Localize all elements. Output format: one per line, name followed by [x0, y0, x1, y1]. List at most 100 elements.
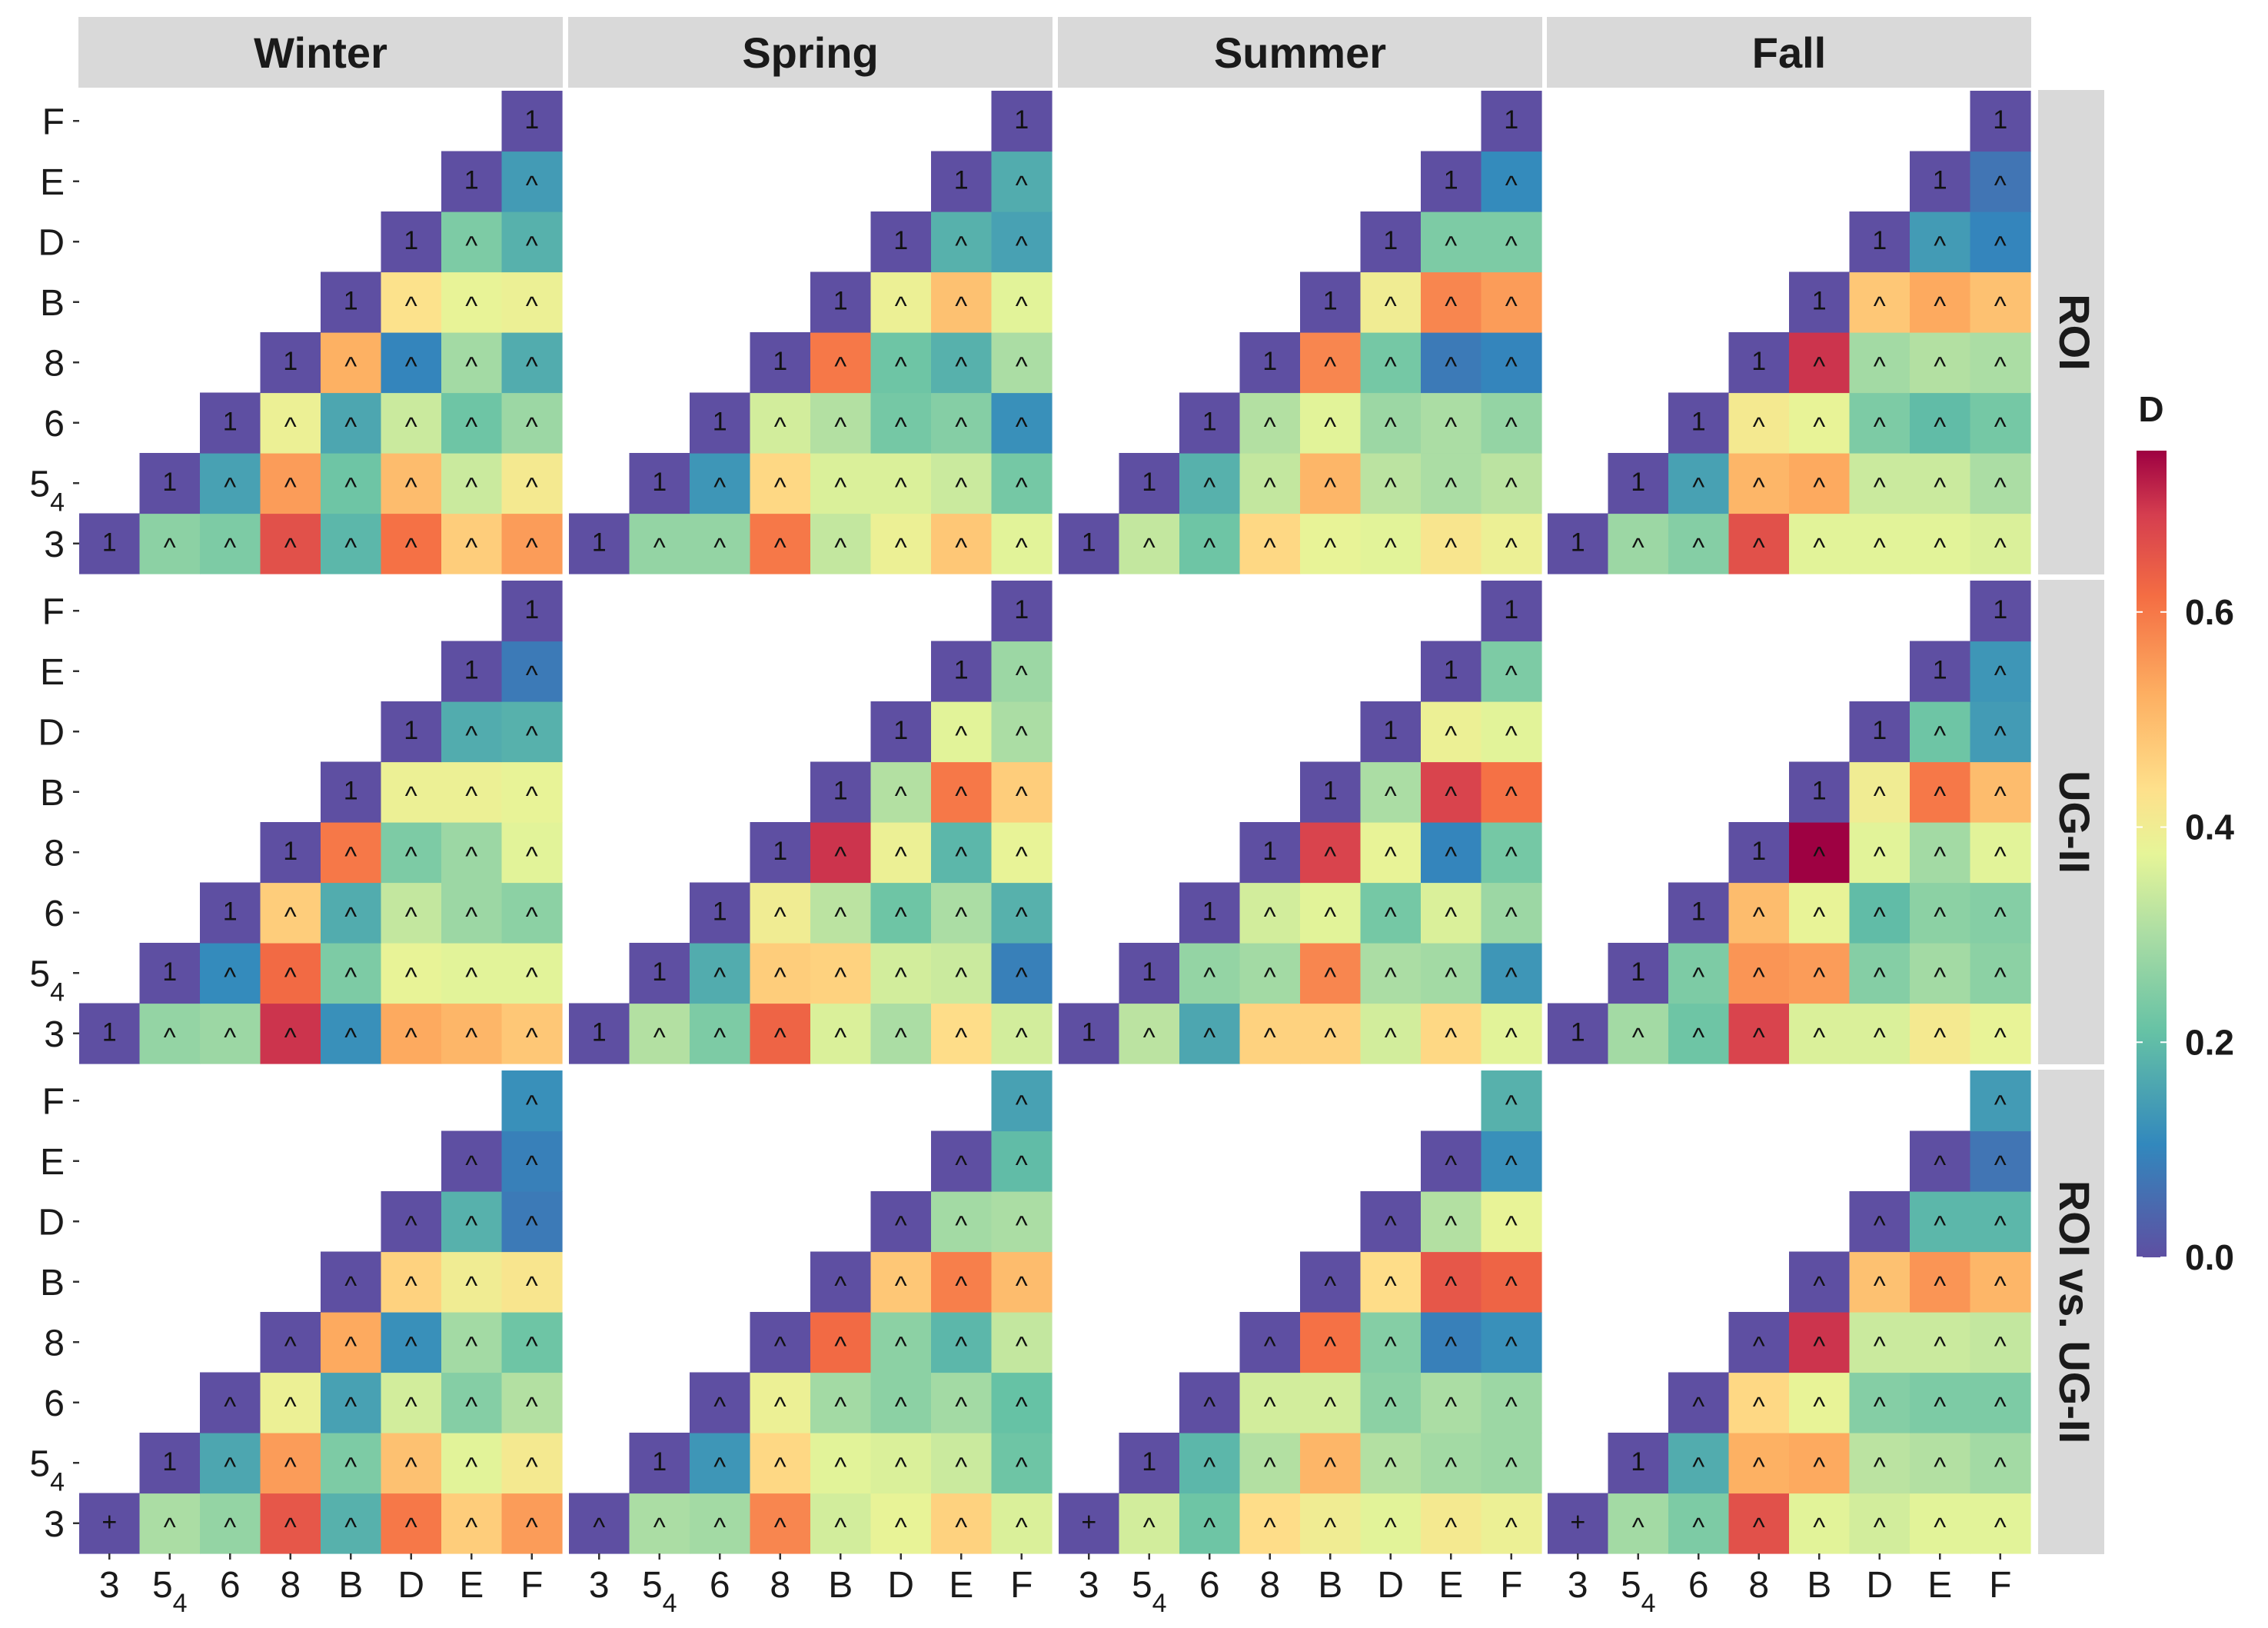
heatmap-cell	[321, 453, 382, 514]
heatmap-cell	[501, 1003, 563, 1064]
cell-label: ^	[1324, 1024, 1336, 1053]
heatmap-cell	[441, 1130, 503, 1192]
y-tick-label: D	[38, 222, 65, 263]
cell-label: ^	[1692, 963, 1704, 992]
cell-label: 1	[102, 1018, 117, 1047]
cell-label: ^	[834, 842, 846, 871]
heatmap-cell	[1548, 513, 1609, 574]
heatmap-cell	[1300, 882, 1362, 944]
cell-label: ^	[1874, 1024, 1886, 1053]
cell-label: ^	[1505, 473, 1518, 502]
cell-label: 1	[1812, 287, 1827, 316]
cell-label: ^	[224, 1453, 236, 1482]
heatmap-cell	[870, 1191, 932, 1253]
cell-label: 1	[1323, 777, 1338, 806]
cell-label: ^	[465, 1332, 477, 1361]
heatmap-cell	[1548, 1493, 1609, 1554]
y-tick-label: B	[40, 1263, 65, 1303]
heatmap-cell	[1360, 1312, 1422, 1373]
cell-label: ^	[1445, 473, 1457, 502]
heatmap-cell	[1300, 453, 1362, 514]
heatmap-cell	[931, 453, 993, 514]
heatmap-panels: 1 ^ ^ ^ ^ ^ ^ ^ 1 ^ ^ ^ ^ ^ ^ 1 ^ ^ ^ ^ ^ 1 ^ ^ ^ ^ 1 ^ ^ ^ 1 ^ ^ 1 ^ 1 1 ^ ^ ^…	[79, 91, 2031, 1554]
heatmap-cell	[441, 882, 503, 944]
heatmap-cell	[79, 513, 141, 574]
cell-label: ^	[774, 473, 786, 502]
heatmap-cell	[1970, 1372, 2031, 1433]
cell-label: ^	[224, 1024, 236, 1053]
cell-label: 1	[1142, 468, 1156, 497]
legend-title: D	[2138, 389, 2163, 429]
heatmap-cell	[1360, 761, 1422, 823]
cell-label: ^	[1874, 413, 1886, 442]
heatmap-cell	[1789, 1372, 1851, 1433]
heatmap-cell	[1481, 1003, 1542, 1064]
heatmap-cell	[569, 1493, 630, 1554]
cell-label: 1	[404, 716, 418, 745]
heatmap-cell	[1910, 1312, 1971, 1373]
cell-label: ^	[1813, 473, 1825, 502]
heatmap-cell	[1119, 1003, 1180, 1064]
cell-label: 1	[1631, 1447, 1645, 1477]
heatmap-cell	[321, 1433, 382, 1494]
x-tick-label: 6	[710, 1565, 730, 1606]
heatmap-cell	[1970, 882, 2031, 944]
cell-label: 1	[344, 777, 358, 806]
heatmap-cell	[1119, 513, 1180, 574]
heatmap-cell	[1728, 943, 1790, 1004]
heatmap-cell	[750, 1312, 811, 1373]
cell-label: ^	[344, 352, 357, 381]
cell-label: +	[1081, 1508, 1096, 1537]
cell-label: ^	[1385, 1024, 1397, 1053]
heatmap-cell	[810, 1433, 872, 1494]
heatmap-cell	[1360, 1372, 1422, 1433]
heatmap-cell	[321, 392, 382, 454]
panel-roi-spring: 1 ^ ^ ^ ^ ^ ^ ^ 1 ^ ^ ^ ^ ^ ^ 1 ^ ^ ^ ^ ^ 1 ^ ^ ^ ^ 1 ^ ^ ^ 1 ^ ^ 1 ^ 1	[569, 91, 1053, 574]
cell-label: 1	[893, 716, 908, 745]
heatmap-cell	[1849, 1433, 1911, 1494]
heatmap-cell	[441, 453, 503, 514]
heatmap-cell	[200, 1433, 261, 1494]
heatmap-cell	[870, 882, 932, 944]
cell-label: ^	[465, 1151, 477, 1180]
heatmap-cell	[441, 1312, 503, 1373]
cell-label: ^	[1692, 473, 1704, 502]
heatmap-cell	[1421, 211, 1482, 273]
cell-label: ^	[1016, 1024, 1028, 1053]
heatmap-cell	[931, 332, 993, 394]
cell-label: 1	[1383, 226, 1398, 255]
cell-label: ^	[1994, 721, 2007, 751]
cell-label: ^	[1445, 721, 1457, 751]
strip-label-roi-vs-ug-ii: ROI vs. UG-II	[2050, 1180, 2099, 1443]
heatmap-cell	[1789, 1493, 1851, 1554]
cell-label: ^	[1505, 782, 1518, 811]
cell-label: ^	[1264, 534, 1276, 563]
cell-label: 1	[524, 595, 539, 624]
heatmap-cell	[1970, 1433, 2031, 1494]
cell-label: ^	[1505, 963, 1518, 992]
heatmap-cell	[1849, 1191, 1911, 1253]
heatmap-cell	[1481, 822, 1542, 884]
cell-label: ^	[1874, 1332, 1886, 1361]
cell-label: ^	[1505, 1211, 1518, 1240]
heatmap-cell	[139, 1493, 201, 1554]
cell-label: 1	[1933, 166, 1947, 195]
cell-label: ^	[1264, 1024, 1276, 1053]
heatmap-cell	[1849, 822, 1911, 884]
cell-label: ^	[1324, 473, 1336, 502]
heatmap-cell	[1970, 453, 2031, 514]
heatmap-cell	[321, 761, 382, 823]
cell-label: ^	[895, 1453, 907, 1482]
cell-label: ^	[955, 231, 967, 261]
heatmap-cell	[991, 943, 1053, 1004]
cell-label: ^	[774, 1513, 786, 1543]
heatmap-cell	[1421, 453, 1482, 514]
heatmap-cell	[441, 151, 503, 212]
cell-label: ^	[1016, 782, 1028, 811]
heatmap-cell	[381, 1433, 442, 1494]
cell-label: ^	[1143, 534, 1156, 563]
x-tick-label: 54	[1132, 1565, 1167, 1618]
x-tick-label: B	[338, 1565, 363, 1606]
cell-label: 1	[1014, 595, 1029, 624]
cell-label: ^	[1934, 352, 1946, 381]
